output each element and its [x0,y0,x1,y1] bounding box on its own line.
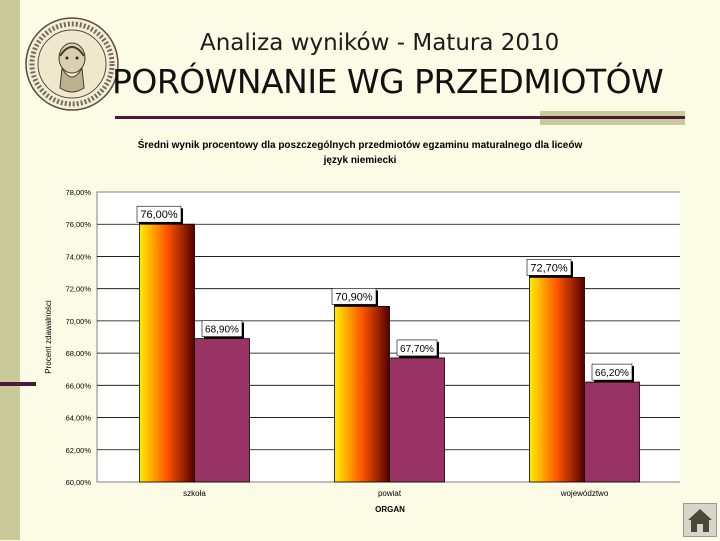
data-label: 68,90% [201,320,244,339]
y-tick-label: 72,00% [66,285,92,294]
x-tick-label: województwo [560,489,609,498]
svg-text:67,70%: 67,70% [400,344,434,355]
y-tick-label: 78,00% [66,188,92,197]
title-rule [115,116,685,119]
bar [584,381,640,483]
chart-subtitle: język niemiecki [323,155,397,166]
data-label: 72,70% [526,259,573,278]
home-button[interactable] [683,503,717,537]
slide-heading: PORÓWNANIE WG PRZEDMIOTÓW [112,62,664,101]
bar [194,338,250,483]
x-tick-label: szkoła [183,489,206,498]
svg-text:66,20%: 66,20% [595,368,629,379]
y-axis-label: Procent zdawalności [44,300,53,374]
svg-text:76,00%: 76,00% [140,209,178,221]
y-tick-label: 62,00% [66,446,92,455]
bar-chart: Średni wynik procentowy dla poszczególny… [44,138,680,514]
bar [389,357,445,483]
chart-title: Średni wynik procentowy dla poszczególny… [138,138,583,151]
bar [334,305,390,483]
y-tick-label: 68,00% [66,349,92,358]
svg-text:70,90%: 70,90% [335,291,373,303]
left-decor-bar [0,0,20,540]
x-tick-label: powiat [378,489,402,498]
home-icon [688,509,712,532]
y-tick-label: 64,00% [66,414,92,423]
data-label: 66,20% [591,363,634,383]
school-seal-logo [25,17,119,111]
y-tick-label: 60,00% [66,478,92,487]
x-axis-label: ORGAN [375,505,405,514]
data-label: 67,70% [396,339,439,358]
y-tick-label: 66,00% [66,381,92,390]
y-tick-label: 74,00% [66,252,92,261]
y-tick-label: 70,00% [66,317,92,326]
left-accent-line [0,382,36,386]
y-tick-label: 76,00% [66,220,92,229]
svg-text:68,90%: 68,90% [205,325,239,336]
svg-text:72,70%: 72,70% [530,262,568,274]
bar [139,223,195,483]
data-label: 70,90% [331,288,378,307]
data-label: 76,00% [136,205,183,225]
bar [529,276,585,483]
slide-title: Analiza wyników - Matura 2010 [200,30,560,56]
